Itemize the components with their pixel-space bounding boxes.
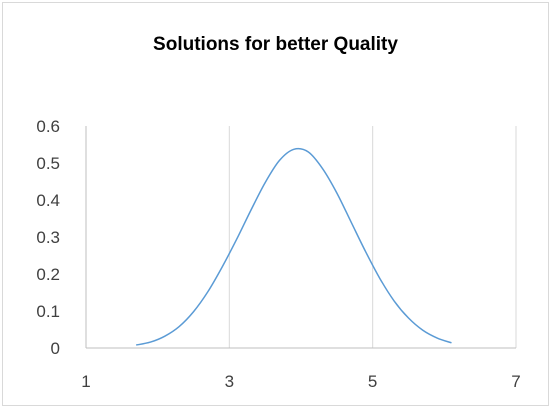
series-line xyxy=(136,147,452,346)
y-tick-label: 0 xyxy=(51,339,60,358)
series-layer xyxy=(136,147,452,346)
y-tick-label: 0.6 xyxy=(36,117,60,136)
y-tick-label: 0.5 xyxy=(36,154,60,173)
tick-labels: 0 0.1 0.2 0.3 0.4 0.5 0.6 1 3 5 7 xyxy=(36,117,520,391)
x-tick-label: 7 xyxy=(511,372,520,391)
y-tick-label: 0.3 xyxy=(36,228,60,247)
chart-title: Solutions for better Quality xyxy=(153,34,398,55)
y-tick-label: 0.4 xyxy=(36,191,60,210)
y-tick-label: 0.2 xyxy=(36,265,60,284)
x-tick-label: 5 xyxy=(368,372,377,391)
axes xyxy=(85,126,516,349)
x-tick-label: 3 xyxy=(225,372,234,391)
y-tick-label: 0.1 xyxy=(36,302,60,321)
x-tick-label: 1 xyxy=(81,372,90,391)
gridlines xyxy=(228,126,517,348)
